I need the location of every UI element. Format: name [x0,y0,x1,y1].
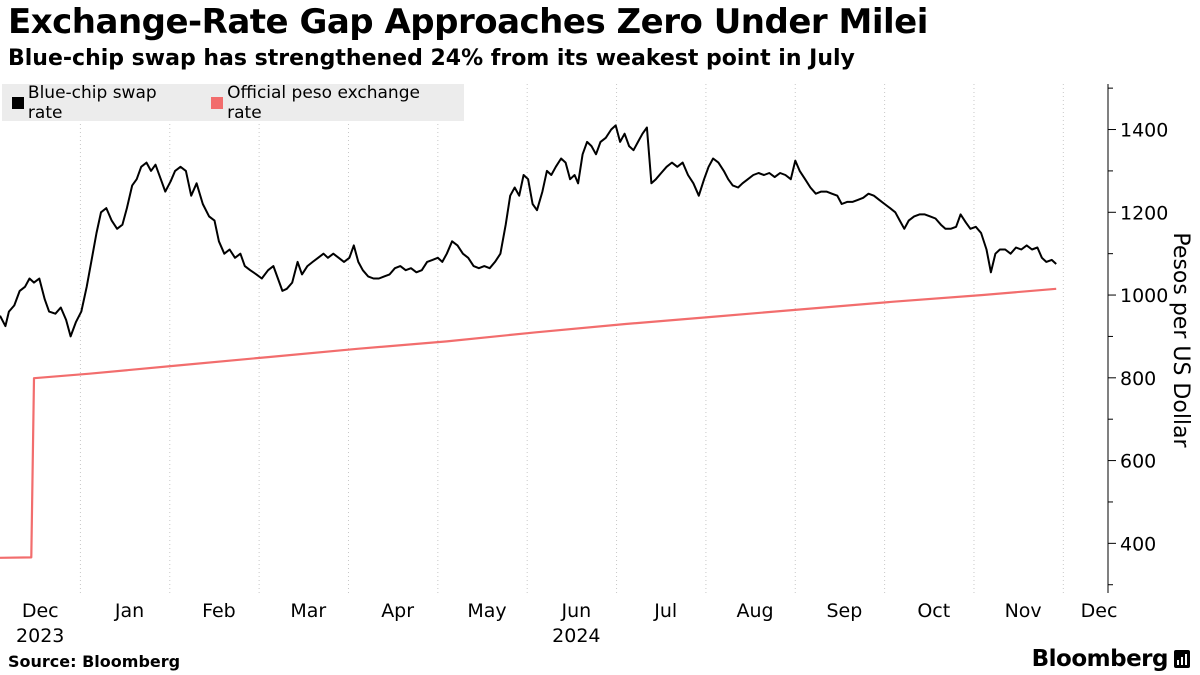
y-tick-label: 1200 [1120,202,1168,224]
series-line-blue-chip [0,124,1057,338]
source-note: Source: Bloomberg [8,652,181,671]
x-tick-label: Jul [653,600,677,622]
x-axis: Dec 2023 Jan Feb Mar Apr May Jun 2024 Jul Aug Sep Oc… [16,600,1117,647]
legend-swatch-official [211,96,224,109]
x-year-label: 2023 [16,625,64,647]
series-line-official [0,287,1057,559]
x-tick-label: Aug [736,600,773,622]
bloomberg-terminal-icon [1174,650,1190,668]
x-tick-label: Mar [290,600,326,622]
month-gridlines [79,84,1064,593]
x-tick-label: Nov [1005,600,1042,622]
x-tick-label: Oct [917,600,950,622]
y-tick-label: 600 [1120,451,1156,473]
brand-text: Bloomberg [1031,646,1169,672]
y-tick-label: 400 [1120,533,1156,555]
x-tick-label: May [467,600,506,622]
x-tick-label: Jan [114,600,144,622]
chart-subtitle: Blue-chip swap has strengthened 24% from… [8,46,855,71]
legend-label-blue-chip: Blue-chip swap rate [27,82,157,123]
x-tick-label: Jun [560,600,591,622]
x-tick-label: Apr [381,600,414,622]
chart-title: Exchange-Rate Gap Approaches Zero Under … [8,2,928,42]
y-tick-label: 1400 [1120,120,1168,142]
y-tick-label: 800 [1120,368,1156,390]
x-tick-label: Dec [22,600,59,622]
legend-label-official: Official peso exchange rate [227,82,420,123]
legend: Blue-chip swap rate Official peso exchan… [2,83,464,123]
x-tick-label: Dec [1081,600,1118,622]
x-year-label: 2024 [552,625,600,647]
brand-logo: Bloomberg [1032,646,1190,672]
x-tick-label: Feb [202,600,236,622]
legend-item-blue-chip: Blue-chip swap rate [12,83,195,123]
legend-swatch-blue-chip [12,96,24,109]
legend-item-official: Official peso exchange rate [211,83,458,123]
x-tick-label: Sep [826,600,862,622]
series-group [0,124,1057,559]
y-axis: 400 600 800 1000 1200 1400 [1107,84,1168,593]
y-axis-label: Pesos per US Dollar [1168,232,1193,448]
y-tick-label: 1000 [1120,285,1168,307]
